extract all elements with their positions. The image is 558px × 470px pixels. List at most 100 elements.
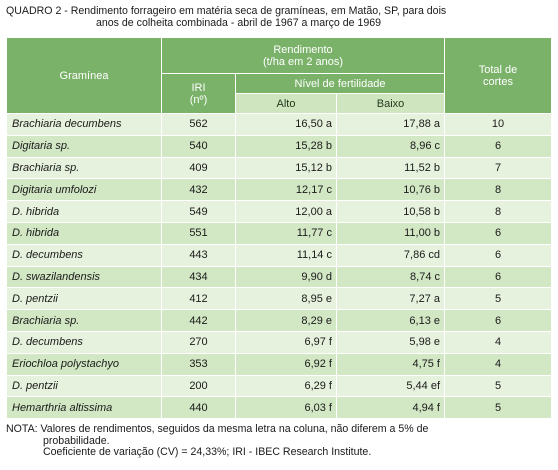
cell-cortes: 6 (444, 243, 552, 267)
cell-species: D. pentzii (6, 374, 162, 398)
header-rendimento-title: Rendimento (273, 43, 333, 56)
cell-species: Eriochloa polystachyo (6, 352, 162, 376)
table-body: Brachiaria decumbens 562 16,50 a 17,88 a 10 D… (6, 113, 552, 420)
cell-alto: 6,92 f (235, 352, 337, 376)
note-line-2: probabilidade. (43, 434, 110, 447)
cell-baixo: 10,76 b (336, 178, 445, 202)
header-rendimento: Rendimento (t/ha em 2 anos) (161, 37, 445, 74)
cell-iri: 549 (161, 200, 236, 223)
header-iri-line-2: (nº) (189, 93, 208, 106)
cell-alto: 6,03 f (235, 396, 337, 420)
cell-species: D. hibrida (6, 221, 162, 245)
cell-species: Brachiaria decumbens (6, 113, 162, 136)
cell-baixo: 5,44 ef (336, 374, 445, 398)
cell-iri: 551 (161, 221, 236, 245)
cell-baixo: 17,88 a (336, 113, 445, 136)
cell-baixo: 8,96 c (336, 134, 445, 158)
cell-iri: 540 (161, 134, 236, 158)
cell-cortes: 6 (444, 134, 552, 158)
cell-iri: 562 (161, 113, 236, 136)
cell-iri: 442 (161, 309, 236, 332)
cell-cortes: 4 (444, 352, 552, 376)
cell-species: Brachiaria sp. (6, 309, 162, 332)
cell-cortes: 5 (444, 374, 552, 398)
header-total-line-2: cortes (483, 75, 513, 88)
cell-baixo: 7,27 a (336, 287, 445, 311)
note-line-3: Coeficiente de variação (CV) = 24,33%; I… (43, 446, 372, 458)
cell-iri: 200 (161, 374, 236, 398)
cell-cortes: 5 (444, 396, 552, 420)
cell-iri: 443 (161, 243, 236, 267)
cell-species: Digitaria sp. (6, 134, 162, 158)
cell-species: Brachiaria sp. (6, 156, 162, 180)
cell-alto: 16,50 a (235, 113, 337, 136)
cell-iri: 409 (161, 156, 236, 180)
cell-species: Hemarthria altissima (6, 396, 162, 420)
caption-line-2: anos de colheita combinada - abril de 19… (96, 17, 382, 29)
cell-alto: 12,00 a (235, 200, 337, 223)
cell-baixo: 11,52 b (336, 156, 445, 180)
cell-species: Digitaria umfolozi (6, 178, 162, 202)
table-header: Gramínea Rendimento (t/ha em 2 anos) Tot… (6, 37, 552, 114)
cell-alto: 6,29 f (235, 374, 337, 398)
table-note: NOTA: Valores de rendimentos, seguidos d… (6, 423, 552, 459)
cell-cortes: 4 (444, 330, 552, 354)
cell-species: D. hibrida (6, 200, 162, 223)
cell-baixo: 7,86 cd (336, 243, 445, 267)
cell-species: D. swazilandensis (6, 265, 162, 289)
cell-cortes: 6 (444, 309, 552, 332)
header-total-line-1: Total de (478, 63, 518, 76)
cell-species: D. decumbens (6, 330, 162, 354)
table-caption: QUADRO 2 - Rendimento forrageiro em maté… (6, 5, 552, 29)
cell-iri: 440 (161, 396, 236, 420)
caption-line-1: QUADRO 2 - Rendimento forrageiro em maté… (6, 5, 447, 17)
cell-iri: 270 (161, 330, 236, 354)
cell-iri: 412 (161, 287, 236, 311)
cell-baixo: 10,58 b (336, 200, 445, 223)
header-total-cortes: Total de cortes (444, 37, 552, 114)
cell-iri: 432 (161, 178, 236, 202)
header-iri-line-1: IRI (191, 81, 206, 94)
header-rendimento-unit: (t/ha em 2 anos) (262, 55, 344, 68)
cell-cortes: 5 (444, 287, 552, 311)
cell-alto: 15,12 b (235, 156, 337, 180)
table-row: D. pentzii 200 6,29 f 5,44 ef 5 (6, 374, 552, 398)
cell-alto: 8,95 e (235, 287, 337, 311)
header-baixo: Baixo (336, 93, 445, 114)
header-graminea: Gramínea (6, 37, 162, 114)
cell-alto: 9,90 d (235, 265, 337, 289)
cell-alto: 12,17 c (235, 178, 337, 202)
header-nivel-fertilidade: Nível de fertilidade (235, 73, 445, 94)
header-iri: IRI (nº) (161, 73, 236, 114)
cell-iri: 434 (161, 265, 236, 289)
cell-species: D. decumbens (6, 243, 162, 267)
cell-alto: 11,77 c (235, 221, 337, 245)
cell-baixo: 8,74 c (336, 265, 445, 289)
cell-iri: 353 (161, 352, 236, 376)
cell-cortes: 6 (444, 221, 552, 245)
cell-baixo: 6,13 e (336, 309, 445, 332)
cell-cortes: 8 (444, 178, 552, 202)
cell-cortes: 6 (444, 265, 552, 289)
table-row: Brachiaria decumbens 562 16,50 a 17,88 a 10 (6, 113, 552, 136)
table-row: D. decumbens 443 11,14 c 7,86 cd 6 (6, 243, 552, 267)
forage-yield-table: Gramínea Rendimento (t/ha em 2 anos) Tot… (6, 37, 552, 420)
cell-cortes: 7 (444, 156, 552, 180)
cell-cortes: 10 (444, 113, 552, 136)
cell-species: D. pentzii (6, 287, 162, 311)
cell-cortes: 8 (444, 200, 552, 223)
cell-baixo: 11,00 b (336, 221, 445, 245)
cell-baixo: 5,98 e (336, 330, 445, 354)
header-alto: Alto (235, 93, 337, 114)
cell-alto: 6,97 f (235, 330, 337, 354)
